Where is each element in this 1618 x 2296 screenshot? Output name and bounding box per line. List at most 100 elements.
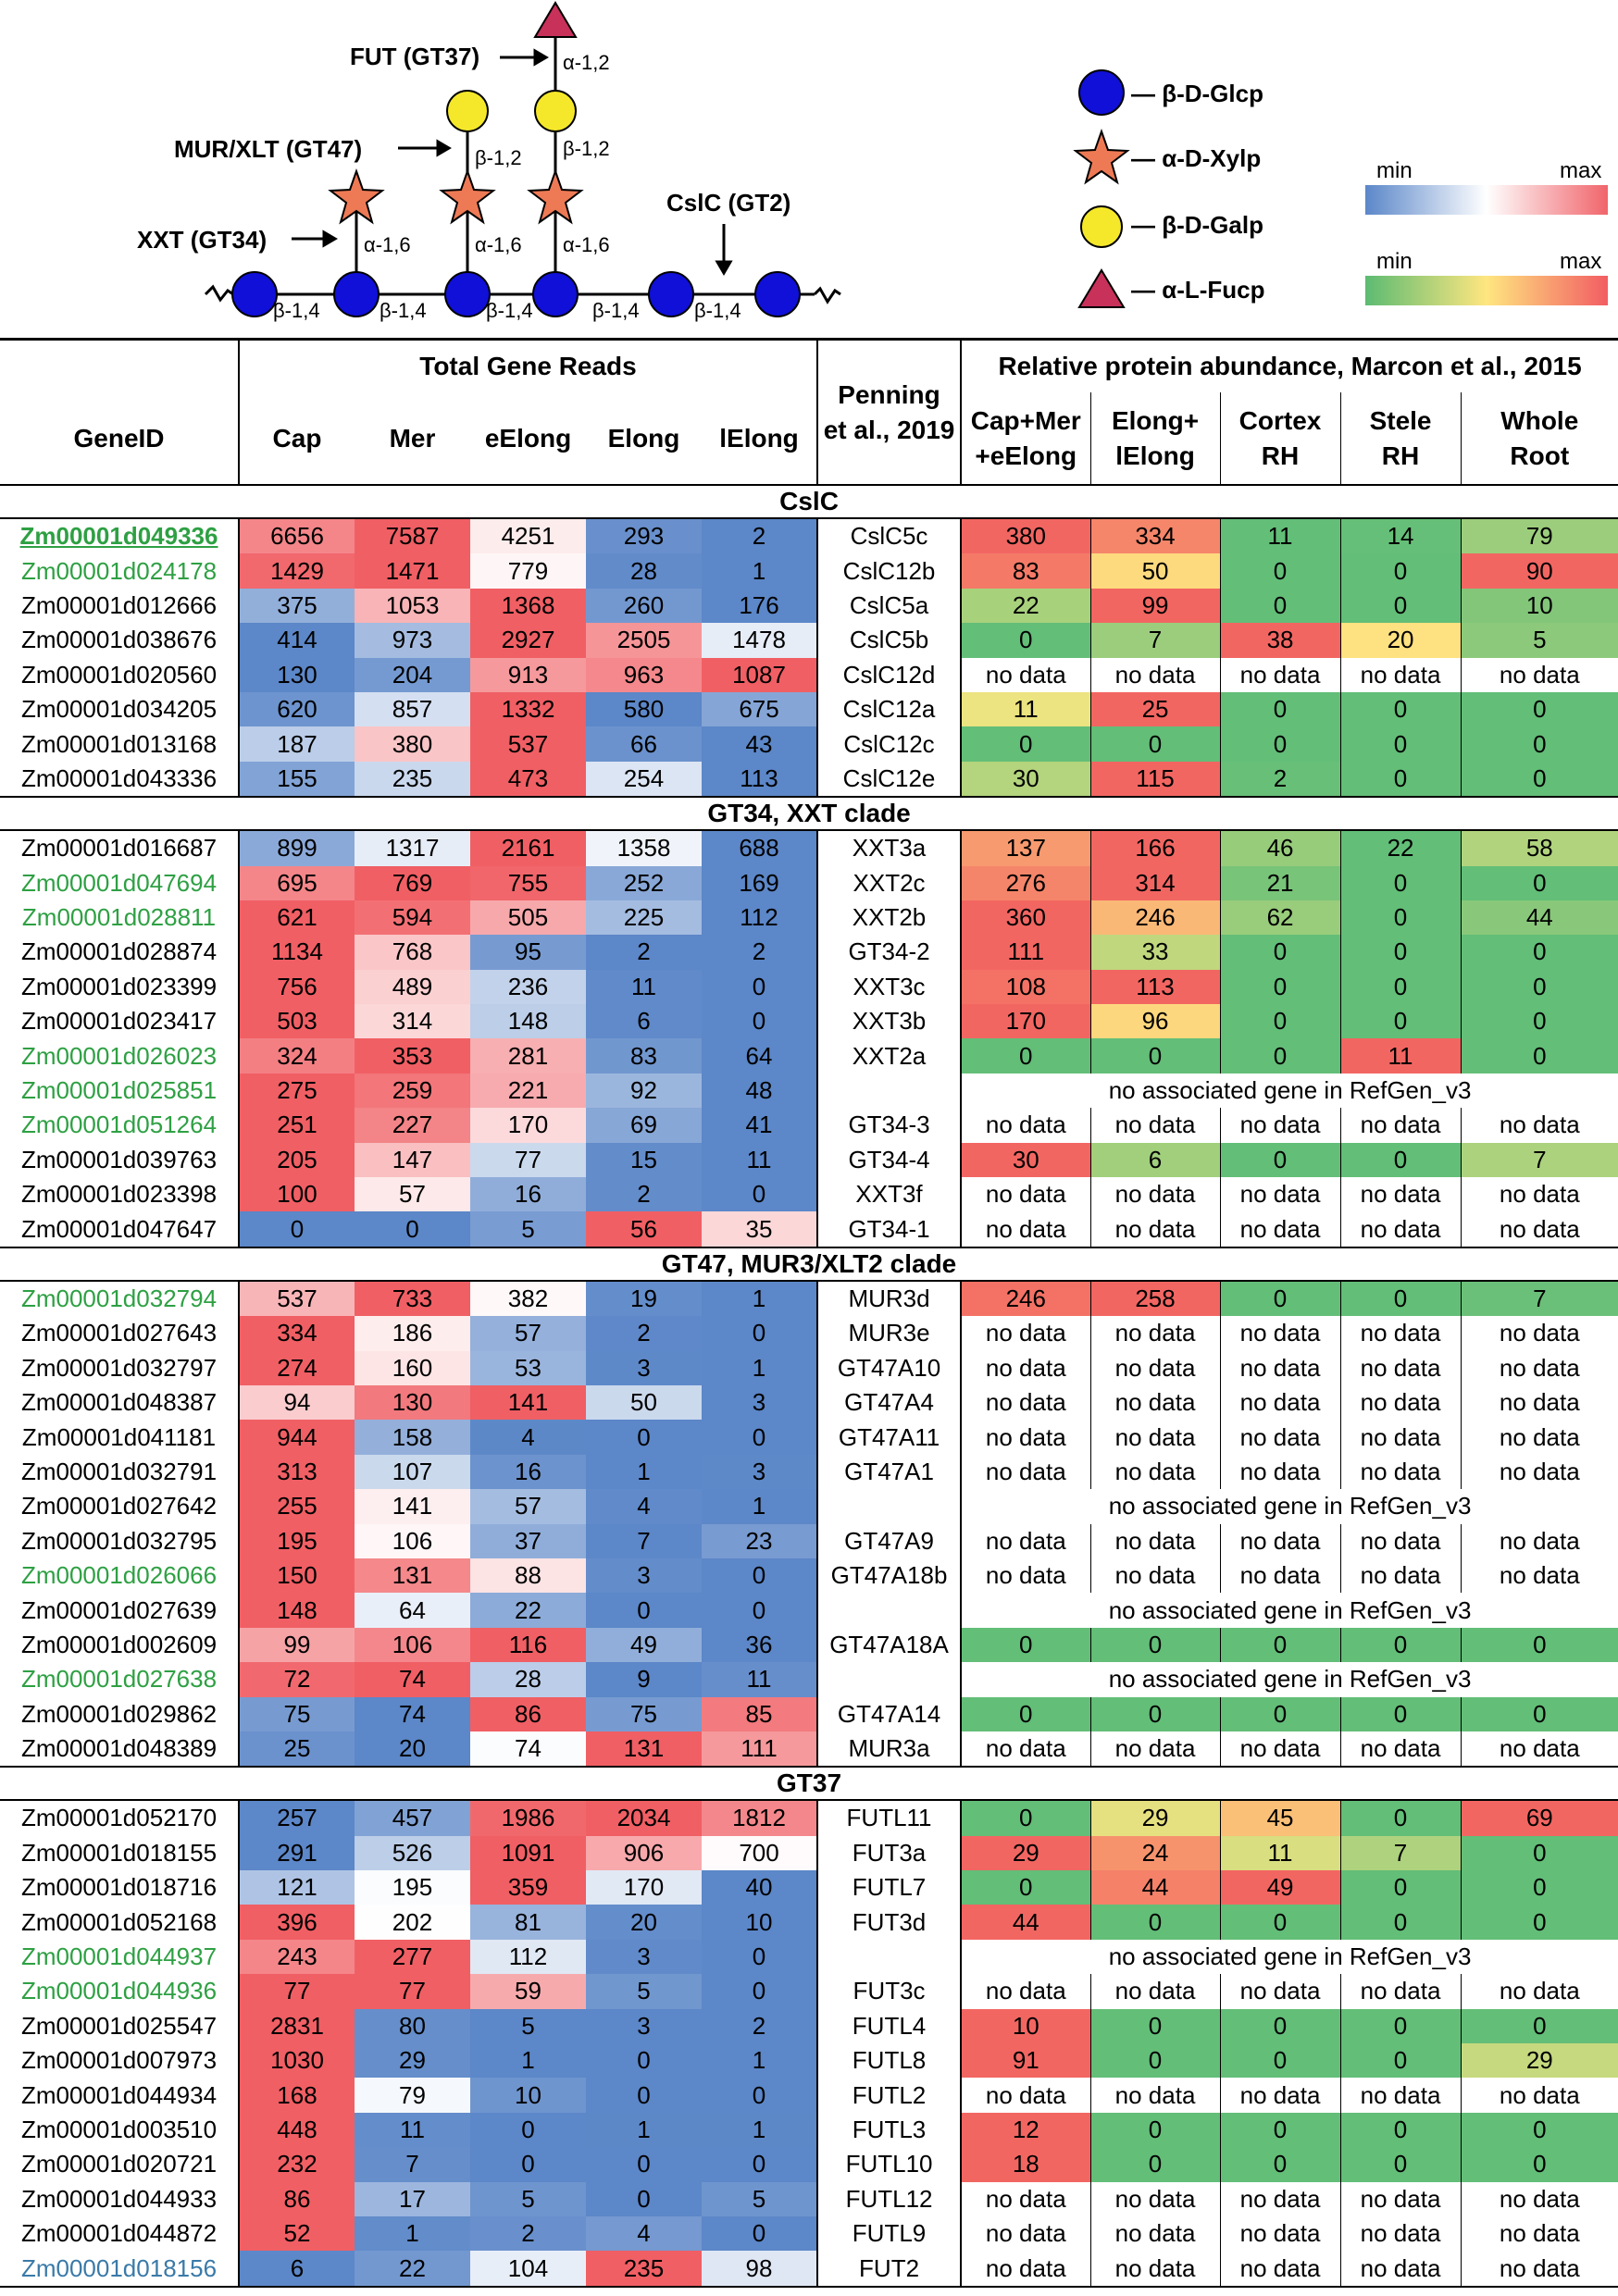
protein-value: 0 (1220, 2043, 1341, 2079)
protein-value: 12 (961, 2112, 1091, 2148)
read-count: 353 (355, 1038, 470, 1074)
gene-id[interactable]: Zm00001d052170 (0, 1800, 240, 1836)
gene-row: Zm00001d027638 72 74 28 9 11 no associated gen… (0, 1662, 1618, 1697)
elong-header: Elong (586, 392, 702, 486)
gene-id[interactable]: Zm00001d029862 (0, 1696, 240, 1731)
gene-id[interactable]: Zm00001d028874 (0, 935, 240, 970)
gene-id[interactable]: Zm00001d032797 (0, 1350, 240, 1385)
no-data-cell: no data (1220, 1731, 1341, 1768)
gene-id[interactable]: Zm00001d044936 (0, 1974, 240, 2009)
gene-id[interactable]: Zm00001d016687 (0, 830, 240, 866)
read-count: 0 (702, 1593, 819, 1628)
gene-id[interactable]: Zm00001d028811 (0, 900, 240, 936)
gene-id[interactable]: Zm00001d026023 (0, 1038, 240, 1074)
xyl-2 (439, 168, 496, 225)
read-count: 85 (702, 1696, 819, 1731)
gene-id[interactable]: Zm00001d018155 (0, 1835, 240, 1871)
gene-id[interactable]: Zm00001d048387 (0, 1384, 240, 1421)
gene-id[interactable]: Zm00001d043336 (0, 761, 240, 798)
gene-id[interactable]: Zm00001d034205 (0, 691, 240, 727)
gene-id[interactable]: Zm00001d047694 (0, 865, 240, 900)
penning-name: XXT3c (817, 969, 963, 1005)
gene-id[interactable]: Zm00001d012666 (0, 588, 240, 624)
no-data-cell: no data (1499, 1180, 1580, 1209)
gene-id[interactable]: Zm00001d027638 (0, 1662, 240, 1697)
protein-value: 111 (961, 935, 1091, 970)
no-data-cell: no data (961, 1108, 1091, 1143)
protein-value: 79 (1461, 518, 1618, 554)
gene-id[interactable]: Zm00001d003510 (0, 2112, 240, 2148)
read-count: 0 (355, 1211, 470, 1247)
read-count: 906 (586, 1835, 702, 1871)
protein-value: 0 (1220, 1696, 1341, 1731)
scale1-min: min (1376, 158, 1413, 183)
gene-id[interactable]: Zm00001d023417 (0, 1004, 240, 1039)
gene-id[interactable]: Zm00001d027642 (0, 1489, 240, 1524)
penning-name: FUT3a (817, 1835, 963, 1871)
gene-id[interactable]: Zm00001d052168 (0, 1905, 240, 1940)
read-count: 74 (355, 1696, 470, 1731)
gene-id[interactable]: Zm00001d027639 (0, 1593, 240, 1628)
gene-id[interactable]: Zm00001d044937 (0, 1939, 240, 1975)
gene-id[interactable]: Zm00001d047647 (0, 1211, 240, 1247)
gene-id[interactable]: Zm00001d044934 (0, 2078, 240, 2113)
gene-id[interactable]: Zm00001d007973 (0, 2043, 240, 2079)
gene-row: Zm00001d029862 75 74 86 75 85 GT47A14 0 0 0 0 0 (0, 1696, 1618, 1731)
read-count: 41 (702, 1108, 819, 1143)
gene-id[interactable]: Zm00001d018156 (0, 2251, 240, 2287)
penning-name: CslC5c (817, 518, 963, 554)
gene-id[interactable]: Zm00001d032791 (0, 1454, 240, 1490)
no-data-cell: no data (1220, 1177, 1341, 1212)
read-count: 857 (355, 691, 470, 727)
gene-id[interactable]: Zm00001d039763 (0, 1142, 240, 1178)
protein-value: 0 (1461, 761, 1618, 798)
gene-id[interactable]: Zm00001d026066 (0, 1558, 240, 1594)
gene-id[interactable]: Zm00001d027643 (0, 1316, 240, 1351)
gene-id[interactable]: Zm00001d041181 (0, 1420, 240, 1455)
gene-id[interactable]: Zm00001d018716 (0, 1870, 240, 1905)
group-name: GT37 (0, 1767, 1618, 1802)
protein-value: 170 (961, 1004, 1091, 1039)
read-count: 16 (470, 1177, 586, 1212)
bond-label: β-1,4 (486, 299, 533, 322)
gene-id[interactable]: Zm00001d020560 (0, 657, 240, 692)
read-count: 169 (702, 865, 819, 900)
protein-value: 0 (1461, 1835, 1618, 1871)
read-count: 251 (239, 1108, 355, 1143)
penning-name: XXT2a (817, 1038, 963, 1074)
read-count: 69 (586, 1108, 702, 1143)
protein-value: 0 (1340, 726, 1462, 762)
gene-id[interactable]: Zm00001d023398 (0, 1177, 240, 1212)
gene-id[interactable]: Zm00001d013168 (0, 726, 240, 762)
prot-col1-header-l1: Cap+Mer (970, 405, 1081, 435)
read-count: 2 (702, 935, 819, 970)
gene-id[interactable]: Zm00001d032794 (0, 1280, 240, 1317)
gene-id[interactable]: Zm00001d048389 (0, 1731, 240, 1768)
gene-id[interactable]: Zm00001d049336 (0, 518, 240, 554)
penning-header: Penning et al., 2019 (817, 339, 963, 486)
gene-id[interactable]: Zm00001d032795 (0, 1523, 240, 1558)
gene-id[interactable]: Zm00001d025851 (0, 1073, 240, 1109)
no-data-cell: no data (1220, 1454, 1341, 1490)
gene-id[interactable]: Zm00001d024178 (0, 553, 240, 589)
read-count: 1 (586, 2112, 702, 2148)
read-count: 83 (586, 1038, 702, 1074)
gene-id[interactable]: Zm00001d051264 (0, 1108, 240, 1143)
read-count: 28 (586, 553, 702, 589)
gene-id[interactable]: Zm00001d023399 (0, 969, 240, 1005)
gene-row: Zm00001d028874 1134 768 95 2 2 GT34-2 111 33 0 0 0 (0, 935, 1618, 970)
gene-id[interactable]: Zm00001d038676 (0, 623, 240, 658)
read-count: 1 (470, 2043, 586, 2079)
gene-id[interactable]: Zm00001d020721 (0, 2147, 240, 2182)
no-data-cell: no data (1340, 1108, 1462, 1143)
gene-id[interactable]: Zm00001d044933 (0, 2181, 240, 2216)
read-count: 75 (239, 1696, 355, 1731)
gene-id[interactable]: Zm00001d025547 (0, 2008, 240, 2044)
group-header-row: GT47, MUR3/XLT2 clade (0, 1247, 1618, 1282)
gene-id[interactable]: Zm00001d044872 (0, 2215, 240, 2252)
read-count: 4251 (470, 518, 586, 554)
gene-row: Zm00001d041181 944 158 4 0 0 GT47A11 no data no … (0, 1420, 1618, 1455)
read-count: 160 (355, 1350, 470, 1385)
protein-value: 0 (961, 1696, 1091, 1731)
gene-id[interactable]: Zm00001d002609 (0, 1627, 240, 1663)
